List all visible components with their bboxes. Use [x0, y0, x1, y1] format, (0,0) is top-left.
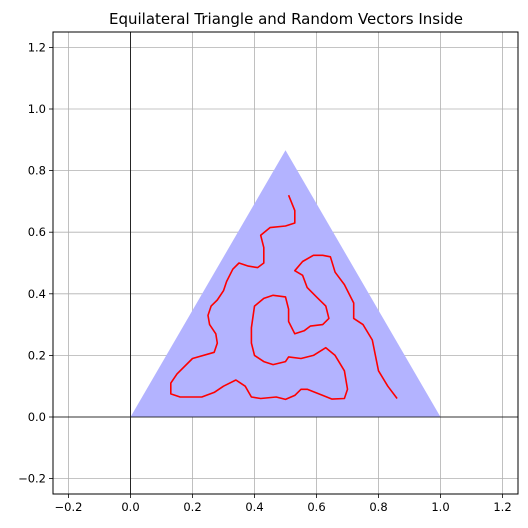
plot-frame [52, 31, 519, 495]
random-vector-path [170, 194, 398, 401]
y-tick-label-5: 0.8 [28, 164, 46, 178]
x-axis-ticks: −0.2 0.0 0.2 0.4 0.6 0.8 1.0 1.2 [55, 494, 512, 514]
y-tick-label-3: 0.4 [28, 287, 46, 301]
y-axis-ticks: −0.2 0.0 0.2 0.4 0.6 0.8 1.0 1.2 [18, 40, 53, 486]
y-tick-label-1: 0.0 [28, 410, 46, 424]
x-tick-label-6: 1.0 [431, 500, 449, 514]
y-tick-label-2: 0.2 [28, 348, 46, 362]
triangle-layer [130, 150, 441, 417]
y-tick-label-0: −0.2 [18, 472, 46, 486]
x-tick-label-2: 0.2 [183, 500, 201, 514]
chart-title: Equilateral Triangle and Random Vectors … [109, 10, 463, 28]
x-tick-label-7: 1.2 [493, 500, 511, 514]
x-tick-label-3: 0.4 [245, 500, 263, 514]
x-tick-label-4: 0.6 [307, 500, 325, 514]
reference-lines [53, 32, 518, 494]
y-tick-label-4: 0.6 [28, 225, 46, 239]
y-tick-label-7: 1.2 [28, 40, 46, 54]
y-tick-label-6: 1.0 [28, 102, 46, 116]
path-layer [170, 194, 398, 401]
x-tick-label-0: −0.2 [55, 500, 83, 514]
x-tick-label-5: 0.8 [369, 500, 387, 514]
x-tick-label-1: 0.0 [121, 500, 139, 514]
equilateral-triangle [130, 150, 441, 417]
